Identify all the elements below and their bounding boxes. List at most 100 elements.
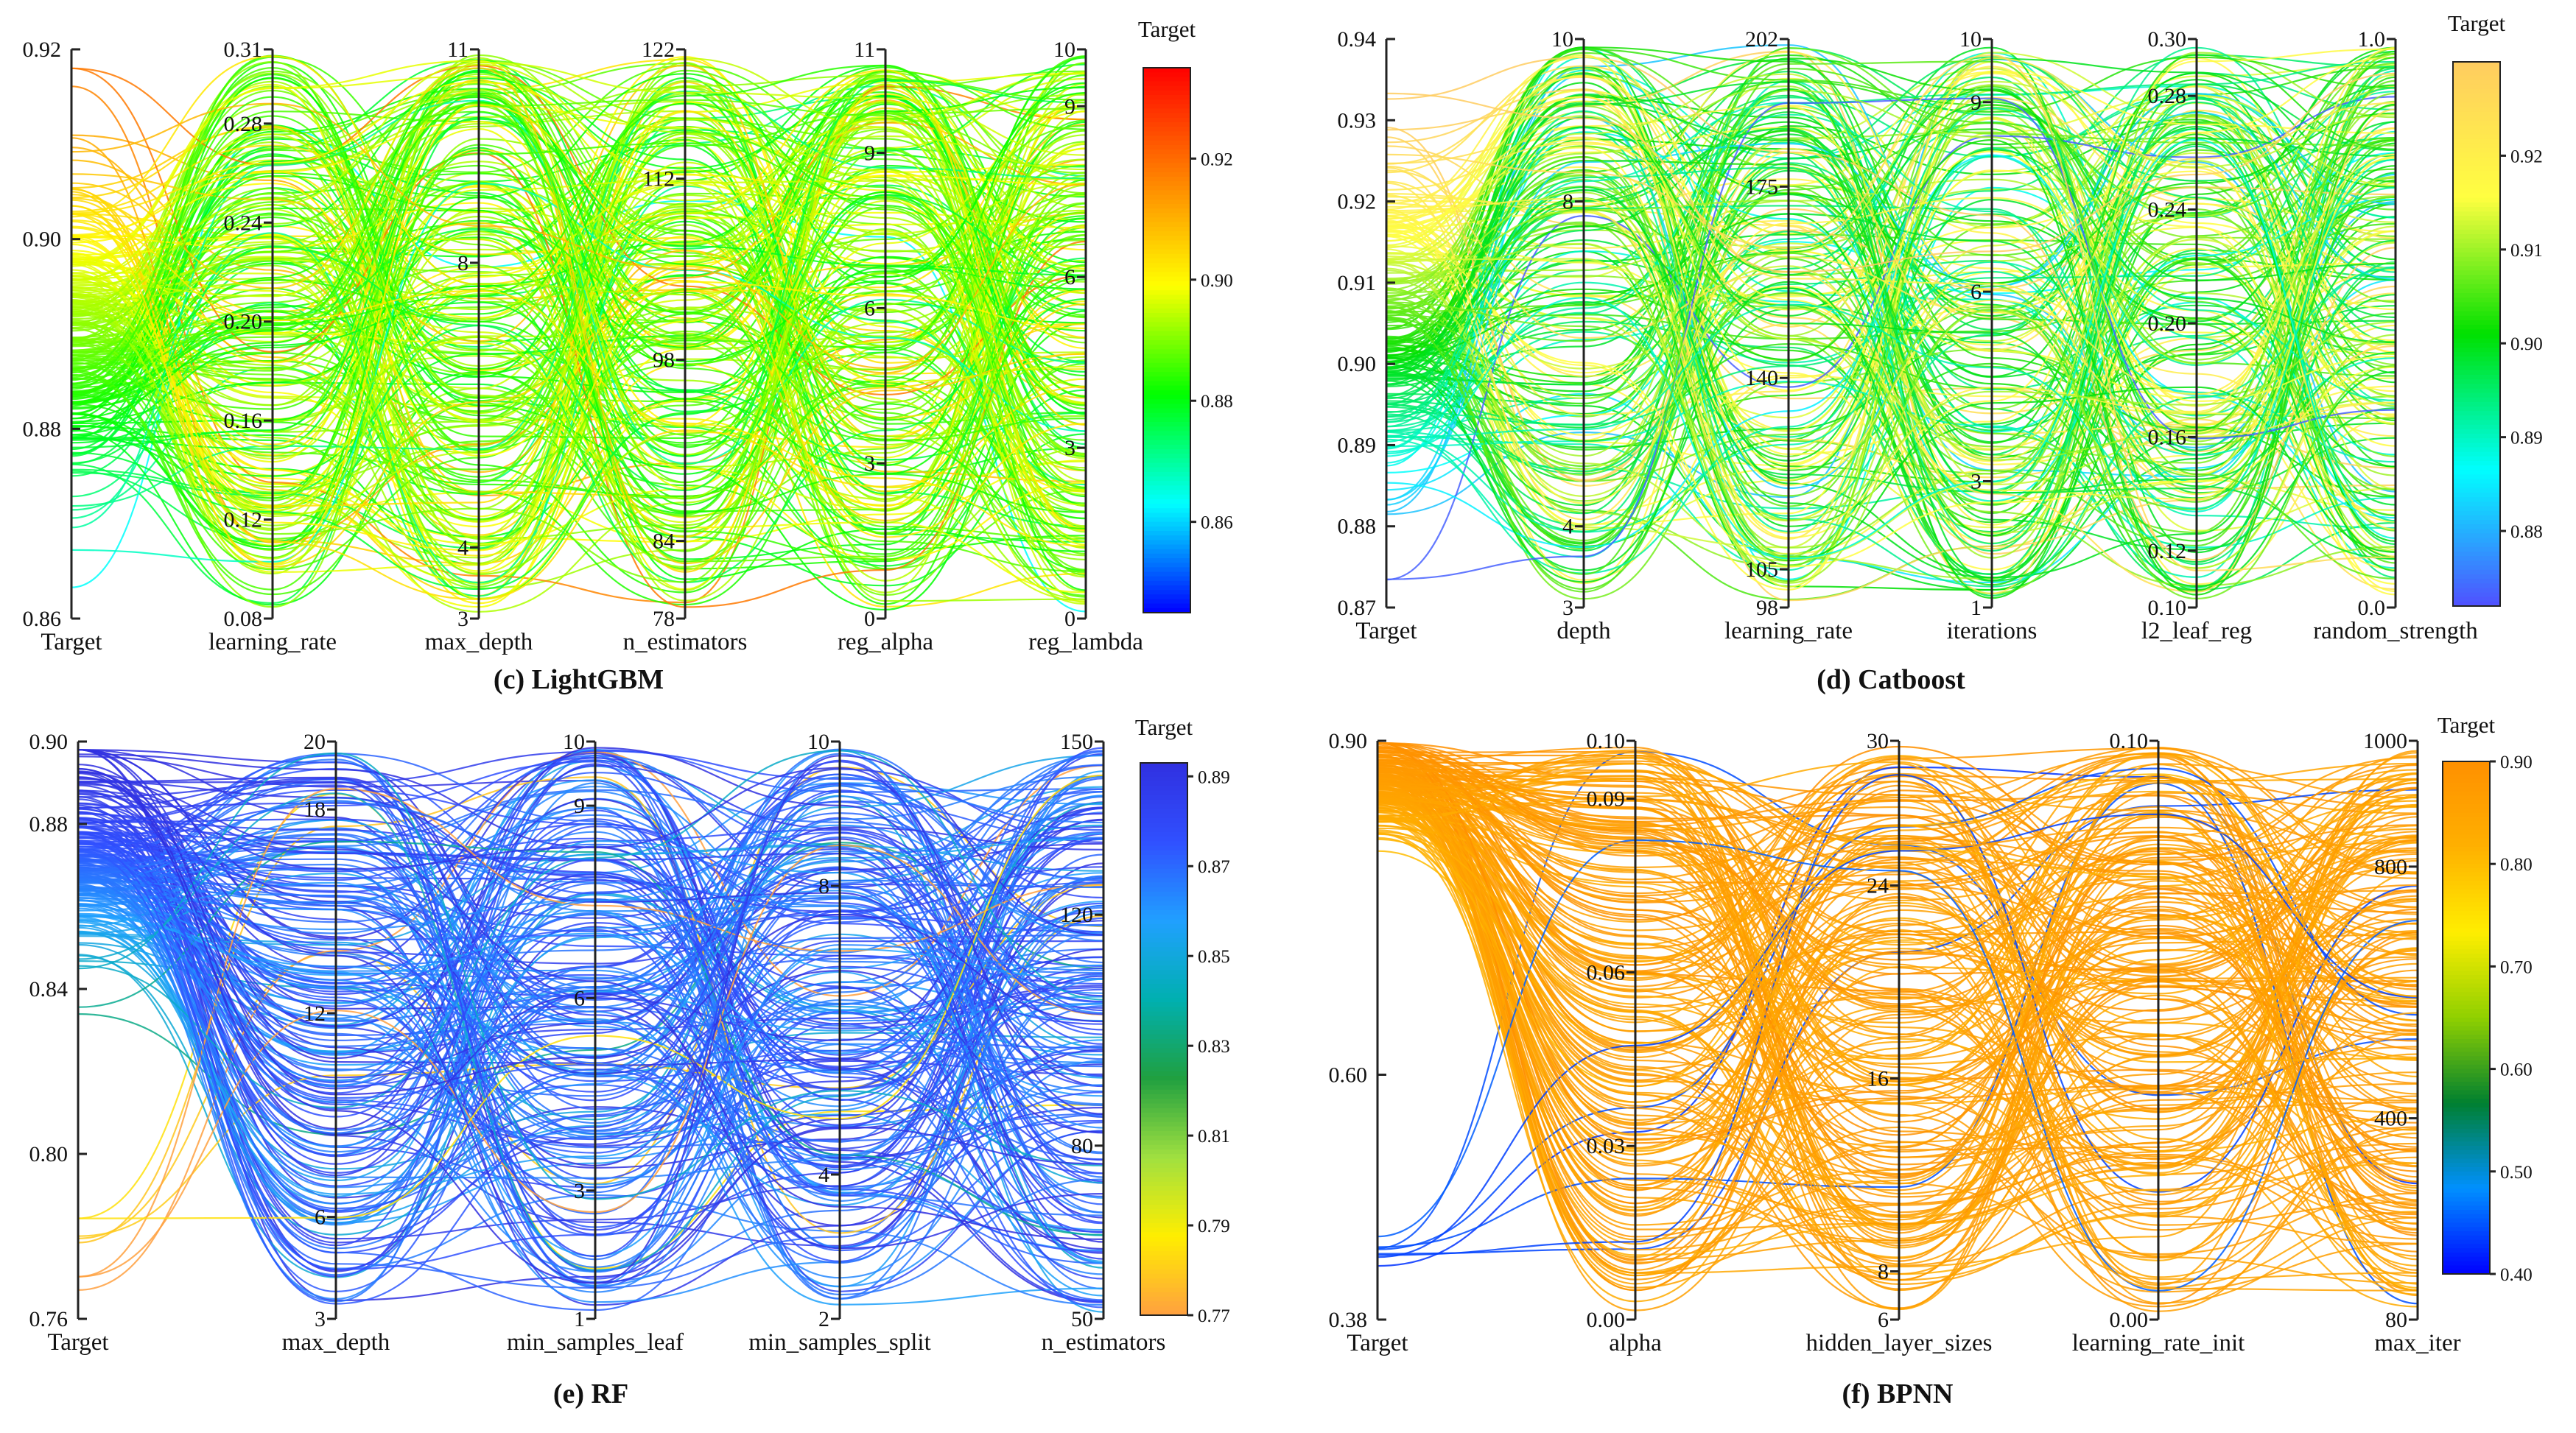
colorbar-segment [2453, 460, 2500, 466]
data-line [1377, 829, 2418, 1103]
colorbar-segment [1140, 1264, 1187, 1270]
lines-group [1377, 742, 2418, 1312]
colorbar-tick-label: 0.88 [1201, 392, 1233, 412]
colorbar-segment [1140, 1273, 1187, 1279]
data-line [1386, 179, 2396, 542]
tick-label: 0.00 [1587, 1308, 1626, 1332]
colorbar-segment [1143, 408, 1190, 414]
data-line [71, 91, 1087, 484]
colorbar-tick-label: 0.90 [1201, 271, 1233, 291]
colorbar-title: Target [1135, 714, 1193, 740]
colorbar-segment [2443, 881, 2490, 886]
colorbar-segment [2453, 474, 2500, 480]
colorbar-segment [2443, 962, 2490, 968]
data-line [1386, 208, 2396, 516]
data-line [71, 127, 1087, 300]
tick-label: 4 [818, 1163, 829, 1187]
colorbar-segment [2443, 890, 2490, 895]
colorbar-segment [1143, 81, 1190, 87]
data-line [71, 101, 1087, 568]
axis-learning-rate: 0.08 0.12 0.16 0.20 0.24 0.28 0.31 learning_rat… [208, 38, 337, 655]
tick-label: 9 [1064, 94, 1075, 119]
data-line [1377, 780, 2418, 1226]
colorbar-segment [2453, 384, 2500, 390]
axis-min-samples-leaf: 1 3 6 9 10 min_samples_leaf [507, 730, 684, 1356]
colorbar-segment [2453, 125, 2500, 131]
data-line [1377, 747, 2418, 1205]
colorbar-segment [1140, 827, 1187, 833]
tick-label: 80 [1071, 1134, 1093, 1158]
data-line [1386, 138, 2396, 424]
data-line [71, 326, 1087, 606]
colorbar-segment [1143, 540, 1190, 546]
colorbar-segment [1143, 135, 1190, 141]
axis-n-estimators: 50 80 120 150 n_estimators [1042, 730, 1166, 1356]
colorbar-tick-label: 0.60 [2500, 1060, 2533, 1080]
tick-label: 11 [447, 38, 468, 62]
colorbar-segment [2453, 392, 2500, 398]
colorbar-segment [1140, 1071, 1187, 1077]
colorbar-segment [1143, 576, 1190, 582]
colorbar-segment [2443, 876, 2490, 882]
colorbar-segment [1143, 585, 1190, 591]
data-line [71, 73, 1087, 550]
colorbar-segment [2453, 166, 2500, 172]
data-line [77, 774, 1104, 1219]
colorbar-segment [2443, 902, 2490, 907]
colorbar-segment [1143, 399, 1190, 405]
colorbar-segment [1143, 77, 1190, 82]
colorbar-segment [1143, 504, 1190, 509]
axis-random-strength: 0.0 1.0 random_strength [2313, 27, 2478, 644]
colorbar-segment [2443, 825, 2490, 831]
data-line [77, 781, 1104, 1284]
colorbar-segment [1143, 172, 1190, 177]
colorbar-segment [1140, 1025, 1187, 1031]
tick-label: 112 [642, 167, 675, 191]
data-line [77, 755, 1104, 1284]
colorbar-segment [2453, 243, 2500, 249]
colorbar-segment [2443, 1222, 2490, 1228]
data-line [1377, 785, 2418, 1136]
tick-label: 9 [1970, 91, 1982, 115]
colorbar-segment [1140, 878, 1187, 884]
data-line [77, 832, 1104, 1187]
colorbar-segment [2443, 1146, 2490, 1151]
colorbar-segment [1140, 923, 1187, 929]
colorbar-segment [2443, 966, 2490, 971]
data-line [1377, 778, 2418, 1308]
colorbar-segment [1140, 781, 1187, 787]
tick-label: 0.09 [1587, 787, 1626, 811]
tick-label: 0.28 [224, 112, 263, 136]
tick-label: 3 [1562, 596, 1573, 620]
data-line [1377, 762, 2418, 1139]
colorbar-segment [2453, 175, 2500, 180]
tick-label: 10 [1551, 27, 1573, 52]
colorbar-segment [1140, 1149, 1187, 1155]
panel-c-lightgbm: 0.860.880.900.92Target0.080.120.160.200.… [23, 16, 1233, 695]
colorbar-segment [2443, 847, 2490, 852]
colorbar-segment [1143, 158, 1190, 164]
colorbar-segment [1143, 122, 1190, 127]
colorbar-segment [1140, 1131, 1187, 1137]
panel-caption: (e) RF [553, 1379, 628, 1409]
data-line [1377, 801, 2418, 1281]
colorbar-segment [2453, 170, 2500, 176]
tick-label: 3 [1970, 469, 1982, 493]
colorbar-segment [2453, 483, 2500, 489]
colorbar-segment [2453, 510, 2500, 516]
tick-label: 202 [1745, 27, 1778, 52]
colorbar-segment [1140, 1232, 1187, 1238]
data-line [1377, 768, 2418, 1214]
data-line [1377, 782, 2418, 1251]
colorbar-segment [2443, 1030, 2490, 1035]
tick-label: 3 [864, 451, 875, 476]
colorbar-segment [1140, 901, 1187, 906]
axis-label: learning_rate [1724, 618, 1853, 644]
axis-label: min_samples_split [748, 1329, 931, 1356]
axis-learning-rate-init: 0.00 0.10 learning_rate_init [2072, 729, 2245, 1356]
colorbar-segment [1140, 804, 1187, 810]
lines-group [77, 747, 1104, 1313]
tick-label: 0.76 [29, 1307, 69, 1331]
colorbar-segment [2453, 334, 2500, 339]
